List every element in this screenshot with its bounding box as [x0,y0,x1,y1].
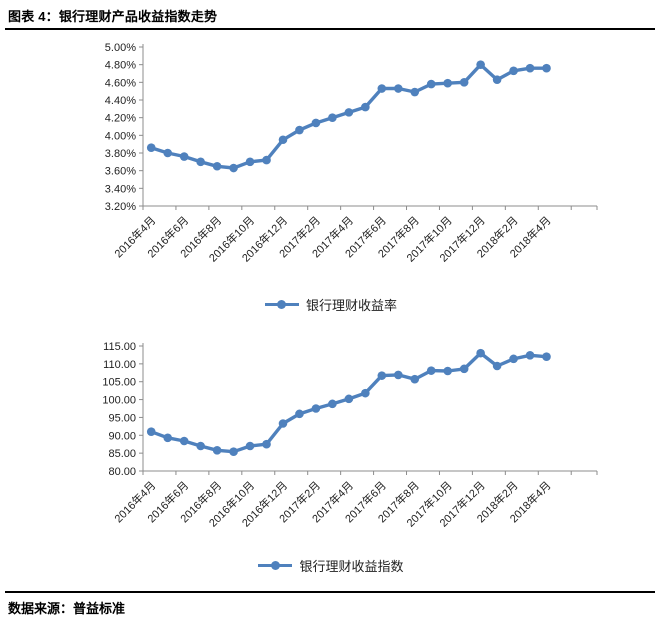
data-point [295,409,304,419]
data-point [542,352,551,362]
data-point [426,366,436,375]
data-point [163,148,173,158]
data-point [377,84,387,93]
y-tick-label: 85.00 [108,448,136,460]
yield-rate-legend-label: 银行理财收益率 [305,298,397,313]
yield-rate-chart: 3.20% 3.40% 3.60% 3.80% 4.00% 4.20% 4.40% 4.60%… [0,35,662,314]
data-point [509,354,518,364]
yield-rate-legend: 银行理财收益率 [0,295,662,314]
data-point [146,427,156,437]
data-point [377,371,387,380]
data-point [344,394,354,404]
yield-index-legend-label: 银行理财收益指数 [299,559,404,574]
data-point [229,447,238,457]
data-point [459,78,469,87]
data-point [426,79,436,89]
data-point [196,157,205,167]
data-point [328,399,337,409]
data-point [443,366,452,376]
legend-line-marker-icon [264,300,299,310]
data-point [525,63,535,73]
y-tick-label: 105.00 [102,377,136,389]
legend-line-marker-icon [258,561,293,571]
y-tick-labels: 80.00 85.00 90.00 95.00 100.00 105.00 110.00 11… [102,341,143,478]
data-point [410,87,420,97]
data-points [146,348,551,457]
data-point [262,155,271,165]
data-point [163,433,173,443]
title-divider [5,28,655,30]
data-point [295,125,304,135]
yield-index-chart: 80.00 85.00 90.00 95.00 100.00 105.00 110.00 11… [0,330,662,575]
y-tick-label: 115.00 [103,341,136,353]
y-tick-label: 95.00 [108,412,136,424]
data-point [196,441,205,451]
data-point [146,143,156,152]
data-point [459,364,469,374]
figure-title: 图表 4：银行理财产品收益指数走势 [8,9,218,24]
data-point [262,439,271,449]
data-point [278,419,288,428]
data-point [311,404,321,413]
x-tick-labels: 2016年4月2016年6月2016年8月2016年10月2016年12月201… [111,471,598,530]
data-point [410,374,420,384]
data-points [146,60,551,173]
yield-index-plot: 80.00 85.00 90.00 95.00 100.00 105.00 110.00 11… [102,341,598,530]
y-tick-label: 110.00 [103,359,136,371]
data-point [393,84,403,93]
data-point [278,135,288,145]
data-point [212,161,222,171]
y-tick-label: 3.60% [105,166,136,178]
data-point [245,441,255,451]
data-point [492,75,502,84]
data-point [542,63,551,73]
data-point [492,361,502,371]
y-tick-label: 4.20% [105,113,136,125]
y-tick-label: 3.20% [105,201,136,213]
y-tick-label: 80.00 [108,466,136,478]
data-point [179,436,189,446]
y-tick-labels: 3.20% 3.40% 3.60% 3.80% 4.00% 4.20% 4.40% 4.60%… [105,42,143,213]
x-tick-labels: 2016年4月2016年6月2016年8月2016年10月2016年12月201… [111,206,598,265]
data-point [393,370,403,380]
y-tick-label: 90.00 [108,430,136,442]
y-tick-label: 4.40% [105,95,136,107]
data-point [311,118,321,128]
data-point [328,113,337,122]
data-point [361,102,370,112]
data-point [361,388,370,398]
data-point [476,60,485,69]
data-point [509,66,518,76]
data-source: 数据来源：普益标准 [8,601,126,616]
yield-index-legend: 银行理财收益指数 [0,556,662,575]
data-point [476,348,485,358]
y-tick-label: 3.80% [105,148,136,160]
data-point [179,152,189,161]
axes [142,343,597,472]
data-point [229,163,238,173]
axes [142,44,597,207]
data-point [212,445,222,455]
y-tick-label: 4.00% [105,130,136,142]
data-point [245,157,255,167]
data-point [525,350,535,360]
data-point [344,108,354,117]
y-tick-label: 4.80% [105,60,136,72]
data-point [443,78,452,88]
y-tick-label: 3.40% [105,183,136,195]
y-tick-label: 5.00% [105,42,136,54]
y-tick-label: 4.60% [105,77,136,89]
yield-rate-plot: 3.20% 3.40% 3.60% 3.80% 4.00% 4.20% 4.40% 4.60%… [105,42,598,265]
y-tick-label: 100.00 [102,395,136,407]
source-divider [5,591,655,593]
